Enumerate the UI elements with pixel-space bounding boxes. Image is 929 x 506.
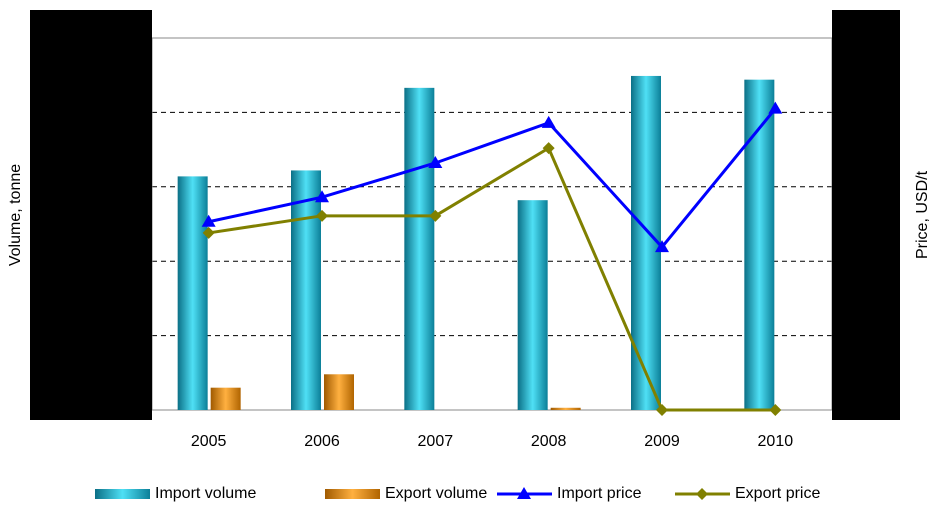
marker (655, 240, 669, 253)
x-tick-label: 2010 (758, 433, 794, 450)
marker (201, 214, 216, 227)
marker (316, 209, 328, 222)
bar (210, 387, 241, 410)
bar (550, 407, 581, 410)
line (208, 145, 776, 412)
marker (769, 404, 782, 416)
legend-marker (517, 487, 531, 499)
x-tick-label: 2008 (531, 433, 567, 450)
line (208, 107, 777, 250)
legend-label: Export volume (385, 485, 487, 502)
marker (541, 115, 556, 128)
bar (177, 176, 208, 410)
x-tick-label: 2005 (191, 433, 227, 450)
marker (768, 101, 783, 114)
y-axis-label: Volume, tonne (7, 164, 24, 266)
legend-swatch (95, 489, 150, 499)
marker (428, 155, 443, 168)
marker (202, 226, 215, 239)
bar (631, 75, 661, 410)
y2-axis-label: Price, USD/t (914, 170, 929, 259)
x-tick-label: 2009 (644, 433, 680, 450)
legend-swatch (325, 489, 380, 499)
legend-label: Export price (735, 485, 820, 502)
right-axis-cover (832, 10, 900, 420)
legend-label: Import price (557, 485, 642, 502)
left-axis-cover (30, 10, 152, 420)
x-tick-label: 2007 (418, 433, 454, 450)
marker (429, 209, 442, 222)
bar (744, 79, 775, 410)
marker (542, 142, 555, 155)
marker (656, 404, 668, 416)
plot-frame (151, 37, 833, 411)
bar (404, 87, 435, 411)
bar (291, 170, 321, 410)
marker (315, 190, 329, 203)
bar (324, 374, 354, 410)
bar (517, 200, 548, 410)
legend-marker (696, 488, 708, 500)
legend-label: Import volume (155, 485, 256, 502)
x-tick-label: 2006 (304, 433, 340, 450)
